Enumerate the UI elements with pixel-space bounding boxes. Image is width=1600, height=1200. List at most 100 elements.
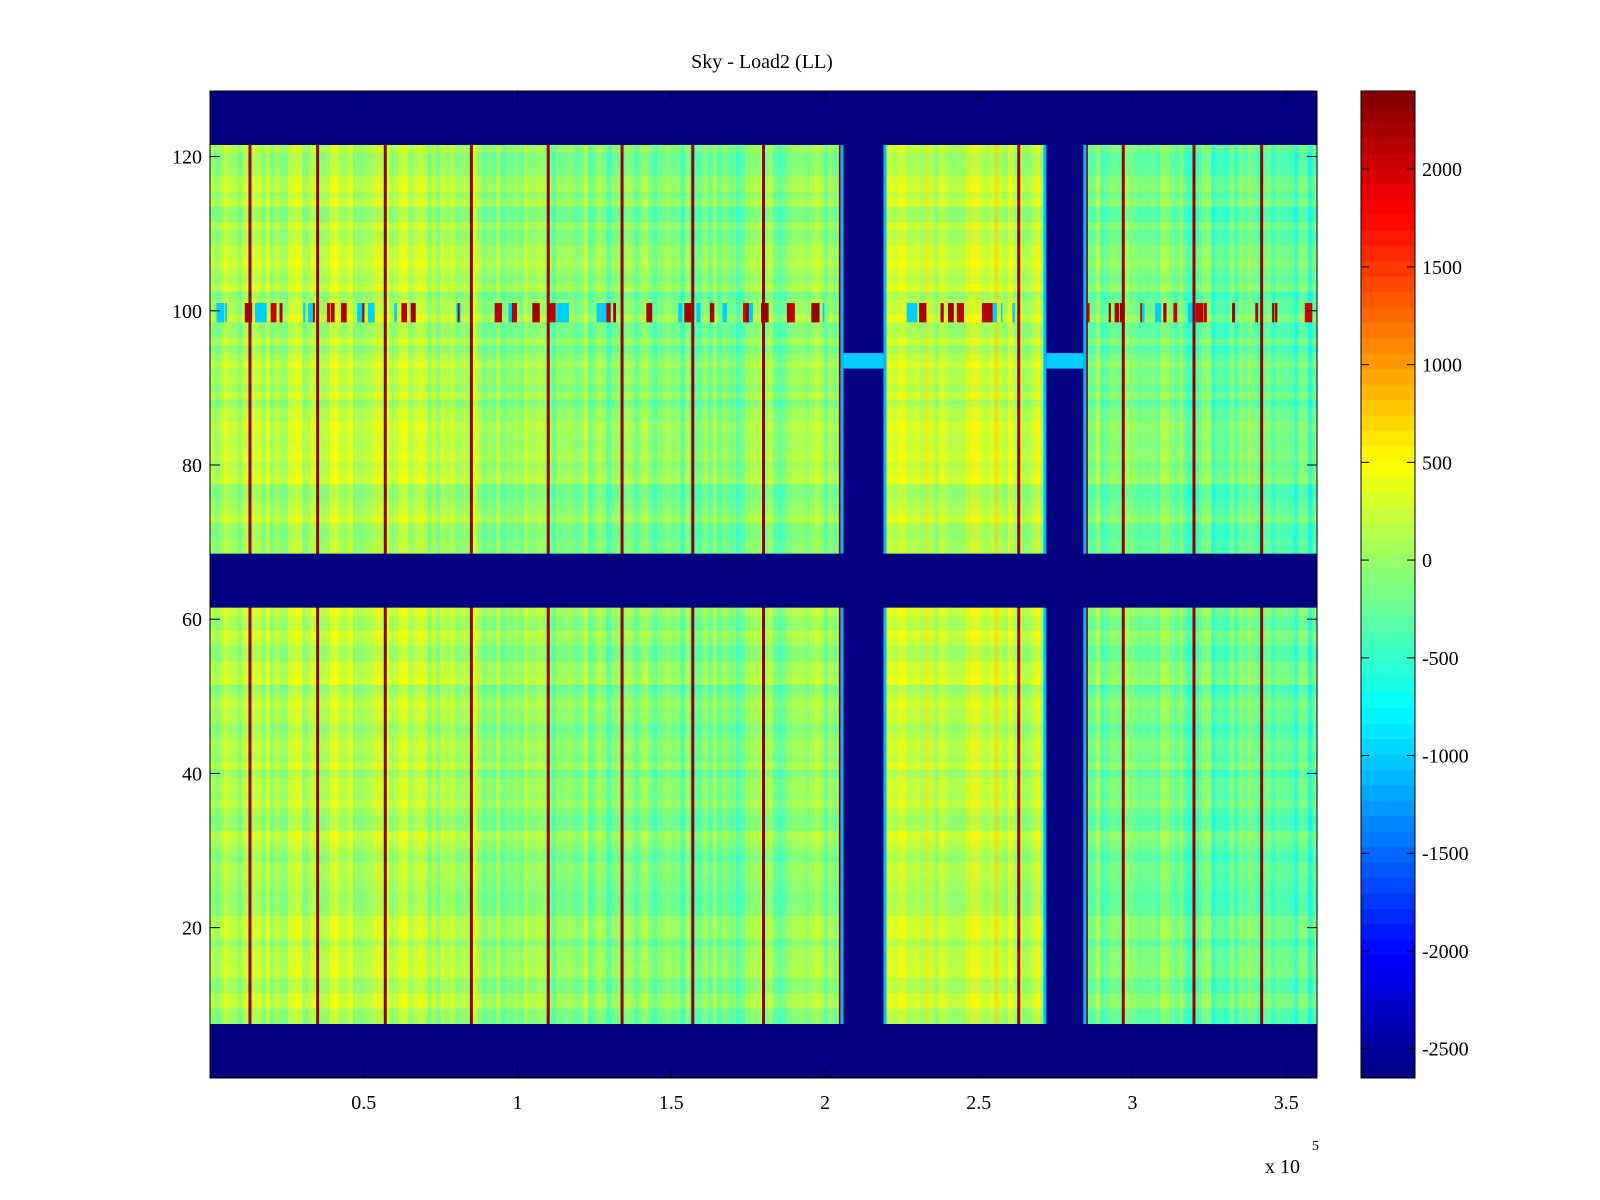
colorbar-step [1361,615,1415,632]
interference-segment [311,303,315,323]
masked-column-gap [843,353,884,369]
interference-segment [1188,303,1193,323]
x-axis-multiplier: x 10 [1265,1156,1300,1178]
colorbar-step [1361,198,1415,215]
interference-segment [508,303,512,323]
interference-segment [906,303,912,323]
colorbar-step [1361,723,1415,740]
colorbar-step [1361,306,1415,323]
interference-segment [401,303,408,323]
interference-segment [1272,303,1275,323]
x-tick-label: 1 [513,1092,523,1114]
y-tick-label: 20 [182,918,202,940]
interference-segment [279,303,283,323]
y-tick-label: 80 [182,455,202,477]
colorbar [1361,91,1415,1079]
colorbar-step [1361,677,1415,693]
y-tick-label: 60 [182,609,202,631]
interference-segment [511,303,517,323]
interference-segment [956,303,964,323]
interference-segment [1155,303,1162,323]
interference-segment [1204,303,1207,323]
interference-segment [722,303,728,323]
colorbar-step [1361,260,1415,277]
interference-segment [1304,303,1313,323]
colorbar-tick-label: -500 [1422,648,1459,670]
colorbar-step [1361,646,1415,663]
colorbar-step [1361,1016,1415,1033]
interference-segment [678,303,683,323]
colorbar-tick-label: 0 [1422,550,1432,572]
interference-segment [360,303,365,323]
colorbar-tick-label: 1000 [1422,355,1462,377]
masked-row-band [210,553,1317,608]
colorbar-step [1361,245,1415,262]
interference-segment [561,303,568,323]
colorbar-tick-label: -1000 [1422,746,1469,768]
interference-segment [1255,303,1259,323]
interference-segment [709,303,715,323]
colorbar-step [1361,152,1415,169]
interference-segment [224,303,227,323]
colorbar-step [1361,106,1415,123]
x-tick-label: 2.5 [966,1092,991,1114]
colorbar-step [1361,183,1415,200]
colorbar-step [1361,368,1415,385]
interference-segment [1275,303,1278,323]
colorbar-tick-label: -2000 [1422,941,1469,963]
interference-segment [994,303,997,323]
colorbar-tick-label: -1500 [1422,843,1469,865]
interference-segment [1140,303,1142,323]
colorbar-step [1361,692,1415,709]
interference-segment [1195,303,1204,323]
colorbar-step [1361,738,1415,755]
colorbar-step [1361,1047,1415,1064]
colorbar-step [1361,168,1415,185]
interference-segment [947,303,954,323]
x-tick-label: 1.5 [659,1092,684,1114]
interference-segment [244,303,253,323]
x-tick-label: 0.5 [351,1092,376,1114]
colorbar-step [1361,569,1415,585]
masked-column-gap [1046,353,1084,369]
interference-segment [606,303,611,323]
interference-segment [1163,303,1167,323]
colorbar-step [1361,939,1415,956]
interference-segment [919,303,927,323]
colorbar-step [1361,877,1415,894]
y-axis: 20 40 60 80 100 120 [172,147,1317,940]
colorbar-step [1361,445,1415,462]
colorbar-step [1361,229,1415,246]
colorbar-step [1361,892,1415,909]
interference-segment [556,303,564,323]
x-axis: 0.5 1 1.5 2 2.5 3 3.5 [351,91,1299,1114]
interference-segment [259,303,267,323]
colorbar-step [1361,214,1415,231]
colorbar-step [1361,584,1415,601]
masked-row-band [210,1024,1317,1078]
colorbar-step [1361,476,1415,493]
colorbar-step [1361,754,1415,771]
interference-segment [255,303,263,323]
colorbar-tick-label: 1500 [1422,257,1462,279]
x-tick-label: 3.5 [1274,1092,1299,1114]
interference-segment [985,303,993,323]
colorbar-tick-label: 500 [1422,452,1452,474]
colorbar-step [1361,522,1415,539]
colorbar-step [1361,800,1415,817]
colorbar-step [1361,707,1415,724]
heatmap-plot-area [210,91,1317,1078]
interference-segment [940,303,944,323]
colorbar-tick-label: 2000 [1422,159,1462,181]
colorbar-frame [1360,90,1416,1079]
colorbar-axis: 2000 1500 1000 500 0 -500 -1000 -1500 -2000 -2500 [1361,159,1469,1061]
masked-row-band [210,91,1317,145]
colorbar-step [1361,846,1415,863]
colorbar-step [1361,291,1415,308]
interference-segment [811,303,815,323]
colorbar-step [1361,430,1415,447]
x-tick-label: 2 [820,1092,830,1114]
y-tick-label: 100 [172,301,202,323]
interference-segment [565,303,569,323]
